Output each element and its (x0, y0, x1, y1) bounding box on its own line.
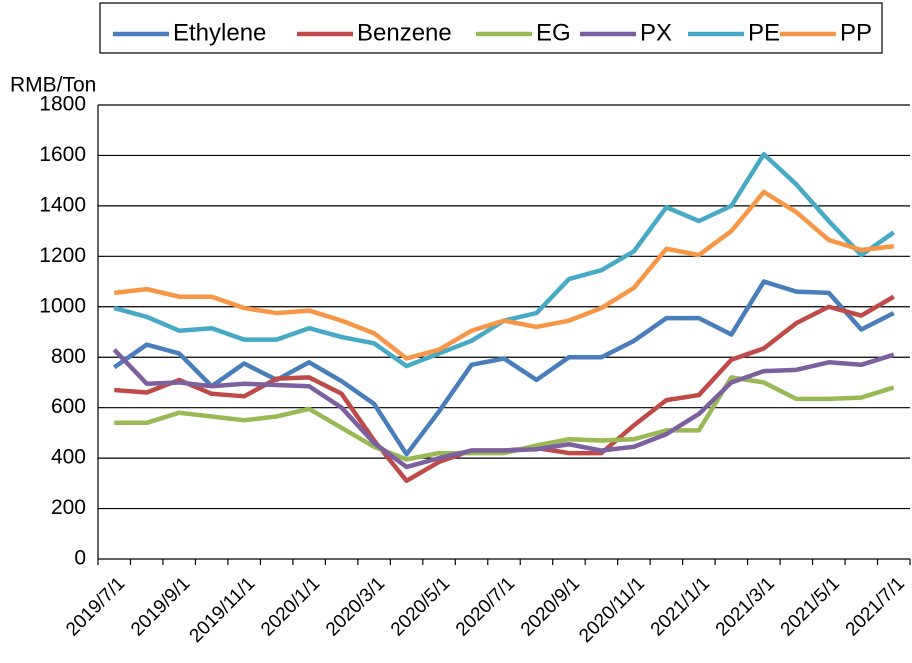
legend-label: Benzene (357, 19, 452, 46)
y-tick-label: 0 (74, 547, 86, 570)
line-series (112, 279, 895, 457)
x-tick-label: 2021/1/1 (647, 573, 714, 640)
x-tick-label: 2020/9/1 (517, 573, 584, 640)
x-tick-label: 2020/3/1 (322, 573, 389, 640)
y-tick-label: 1800 (39, 93, 86, 116)
x-tick-label: 2021/7/1 (842, 573, 909, 640)
x-tick-label: 2021/3/1 (712, 573, 779, 640)
legend-label: PP (840, 19, 872, 46)
x-tick-label: 2019/9/1 (127, 573, 194, 640)
legend-box (99, 2, 883, 54)
y-tick-label: 1000 (39, 294, 86, 317)
x-tick-label: 2019/11/1 (186, 573, 260, 647)
line-series (114, 375, 895, 462)
x-tick-label: 2020/5/1 (387, 573, 454, 640)
legend-label: EG (536, 19, 571, 46)
y-tick-label: 1200 (39, 244, 86, 267)
y-axis-label: RMB/Ton (10, 74, 96, 97)
x-tick-label: 2021/5/1 (777, 573, 844, 640)
line-series (113, 151, 896, 369)
x-tick-label: 2020/1/1 (257, 573, 324, 640)
line-series (112, 348, 895, 470)
line-series (113, 189, 895, 361)
y-tick-label: 800 (51, 345, 86, 368)
y-tick-label: 1400 (39, 193, 86, 216)
y-tick-label: 400 (51, 446, 86, 469)
x-tick-label: 2019/7/1 (62, 573, 129, 640)
y-tick-label: 1600 (39, 143, 86, 166)
legend-label: Ethylene (173, 19, 266, 46)
legend-label: PX (640, 19, 672, 46)
y-tick-label: 600 (51, 395, 86, 418)
legend-label: PE (748, 19, 780, 46)
y-tick-label: 200 (51, 496, 86, 519)
x-tick-label: 2020/11/1 (575, 573, 649, 647)
x-tick-label: 2020/7/1 (452, 573, 519, 640)
